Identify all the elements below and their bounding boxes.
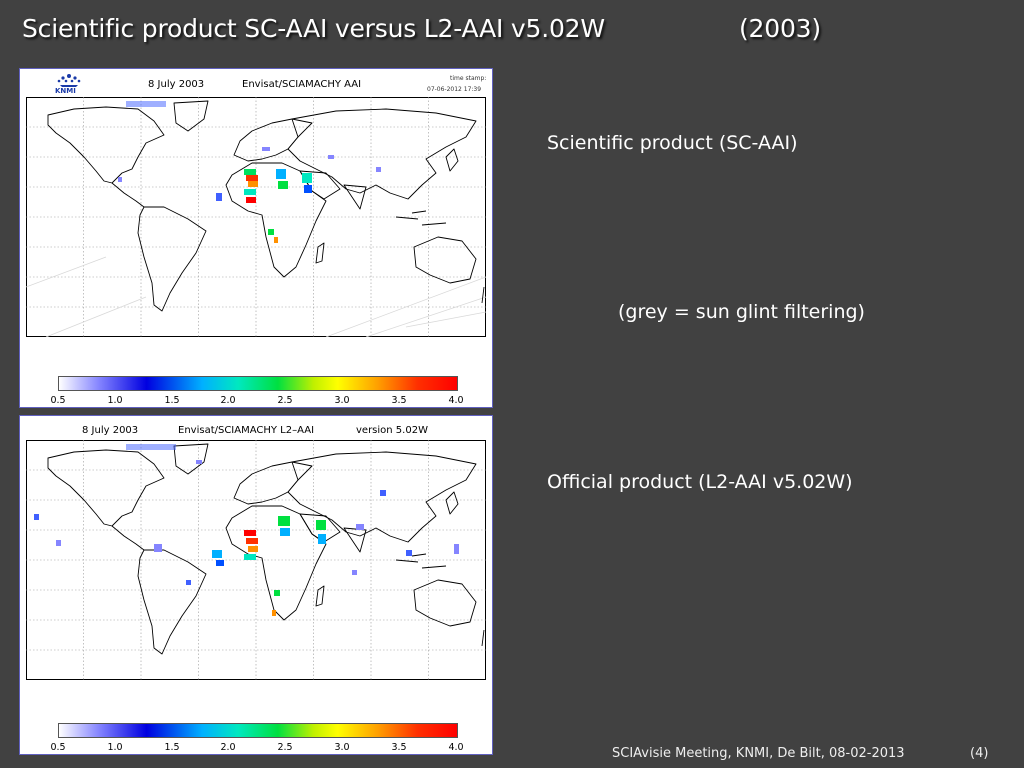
sun-glint-note: (grey = sun glint filtering): [618, 301, 865, 323]
aai-colorbar: [58, 723, 458, 738]
aai-colorbar: [58, 376, 458, 391]
colorbar-tick: 1.5: [164, 742, 180, 753]
colorbar-ticks: 0.5 1.0 1.5 2.0 2.5 3.0 3.5 4.0: [20, 742, 492, 754]
colorbar-tick: 1.0: [107, 395, 123, 406]
colorbar-tick: 0.5: [50, 395, 66, 406]
title-main: Scientific product SC-AAI versus L2-AAI …: [22, 14, 605, 43]
colorbar-tick: 1.0: [107, 742, 123, 753]
map-header: 8 July 2003 Envisat/SCIAMACHY L2–AAI ver…: [20, 416, 492, 444]
colorbar-tick: 4.0: [448, 742, 464, 753]
map-source: Envisat/SCIAMACHY L2–AAI: [178, 425, 315, 436]
sc-aai-label: Scientific product (SC-AAI): [547, 132, 798, 154]
colorbar-tick: 1.5: [164, 395, 180, 406]
colorbar-tick: 4.0: [448, 395, 464, 406]
title-year: (2003): [739, 14, 821, 43]
footer: SCIAvisie Meeting, KNMI, De Bilt, 08-02-…: [612, 746, 988, 761]
colorbar-tick: 2.0: [220, 395, 236, 406]
colorbar-tick: 2.5: [277, 395, 293, 406]
colorbar-tick: 2.5: [277, 742, 293, 753]
colorbar-tick: 3.0: [334, 395, 350, 406]
colorbar-tick: 3.5: [391, 395, 407, 406]
map-source: Envisat/SCIAMACHY AAI: [242, 79, 362, 90]
colorbar-tick: 3.5: [391, 742, 407, 753]
knmi-logo-text: KNMI: [55, 87, 76, 95]
aai-pixels: [118, 101, 381, 243]
map-version: version 5.02W: [356, 425, 428, 436]
aai-pixels: [34, 444, 459, 616]
colorbar-tick: 3.0: [334, 742, 350, 753]
time-stamp-label: time stamp:: [450, 75, 487, 82]
knmi-crown-icon: [57, 74, 81, 87]
l2-aai-label: Official product (L2-AAI v5.02W): [547, 471, 853, 493]
footer-text: SCIAvisie Meeting, KNMI, De Bilt, 08-02-…: [612, 746, 905, 761]
page-number: (4): [970, 746, 989, 761]
map-header: KNMI 8 July 2003 Envisat/SCIAMACHY AAI t…: [20, 69, 492, 97]
colorbar-tick: 0.5: [50, 742, 66, 753]
slide-title: Scientific product SC-AAI versus L2-AAI …: [22, 14, 821, 43]
time-stamp-value: 07-06-2012 17:39: [427, 86, 482, 93]
map-date: 8 July 2003: [82, 425, 139, 436]
map-date: 8 July 2003: [148, 79, 205, 90]
world-map: [26, 97, 486, 337]
sc-aai-map-panel: KNMI 8 July 2003 Envisat/SCIAMACHY AAI t…: [19, 68, 493, 408]
l2-aai-map-panel: 8 July 2003 Envisat/SCIAMACHY L2–AAI ver…: [19, 415, 493, 755]
colorbar-tick: 2.0: [220, 742, 236, 753]
world-map: [26, 440, 486, 680]
colorbar-ticks: 0.5 1.0 1.5 2.0 2.5 3.0 3.5 4.0: [20, 395, 492, 407]
